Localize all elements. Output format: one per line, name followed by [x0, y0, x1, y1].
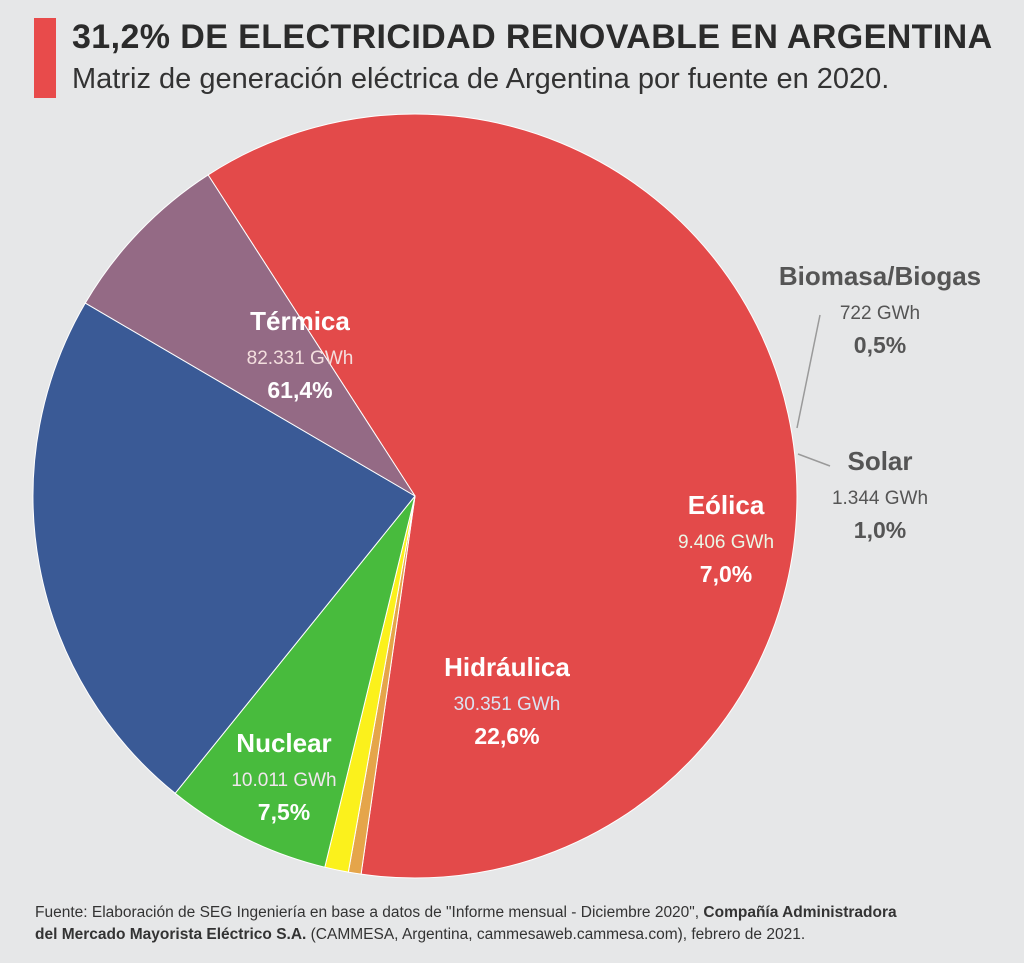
label-name-hidraulica: Hidráulica: [444, 652, 570, 682]
page-title: 31,2% DE ELECTRICIDAD RENOVABLE EN ARGEN…: [72, 18, 993, 56]
label-value-nuclear: 10.011 GWh: [231, 770, 336, 791]
label-percent-biomasa-biogas: 0,5%: [854, 332, 906, 358]
leader-line-solar: [797, 453, 831, 467]
label-value-solar: 1.344 GWh: [832, 488, 928, 509]
label-percent-hidraulica: 22,6%: [474, 723, 539, 749]
label-name-solar: Solar: [847, 446, 912, 476]
pie-slice-eolica: [174, 495, 416, 868]
title-accent-bar: [34, 18, 56, 98]
pie-slice-hidraulica: [32, 302, 416, 795]
footer-source-text: Fuente: Elaboración de SEG Ingeniería en…: [35, 904, 704, 921]
label-value-biomasa-biogas: 722 GWh: [840, 303, 920, 324]
label-value-hidraulica: 30.351 GWh: [454, 694, 561, 715]
label-value-eolica: 9.406 GWh: [678, 532, 774, 553]
label-name-nuclear: Nuclear: [236, 728, 331, 758]
page-subtitle: Matriz de generación eléctrica de Argent…: [72, 63, 890, 95]
label-percent-solar: 1,0%: [854, 517, 906, 543]
source-footer: Fuente: Elaboración de SEG Ingeniería en…: [35, 902, 1005, 946]
label-name-biomasa-biogas: Biomasa/Biogas: [779, 261, 981, 291]
footer-organization-line1: Compañía Administradora: [703, 904, 897, 921]
label-percent-eolica: 7,0%: [700, 561, 752, 587]
label-name-eolica: Eólica: [688, 490, 765, 520]
footer-organization-line2: del Mercado Mayorista Eléctrico S.A.: [35, 926, 307, 943]
leader-line-biomasa-biogas: [796, 314, 821, 429]
label-value-termica: 82.331 GWh: [247, 348, 354, 369]
label-name-termica: Térmica: [250, 306, 350, 336]
label-percent-nuclear: 7,5%: [258, 799, 310, 825]
label-percent-termica: 61,4%: [267, 377, 332, 403]
pie-slice-nuclear: [84, 174, 416, 497]
pie-slice-termica: [207, 113, 798, 879]
footer-source-details: (CAMMESA, Argentina, cammesaweb.cammesa.…: [306, 926, 806, 943]
